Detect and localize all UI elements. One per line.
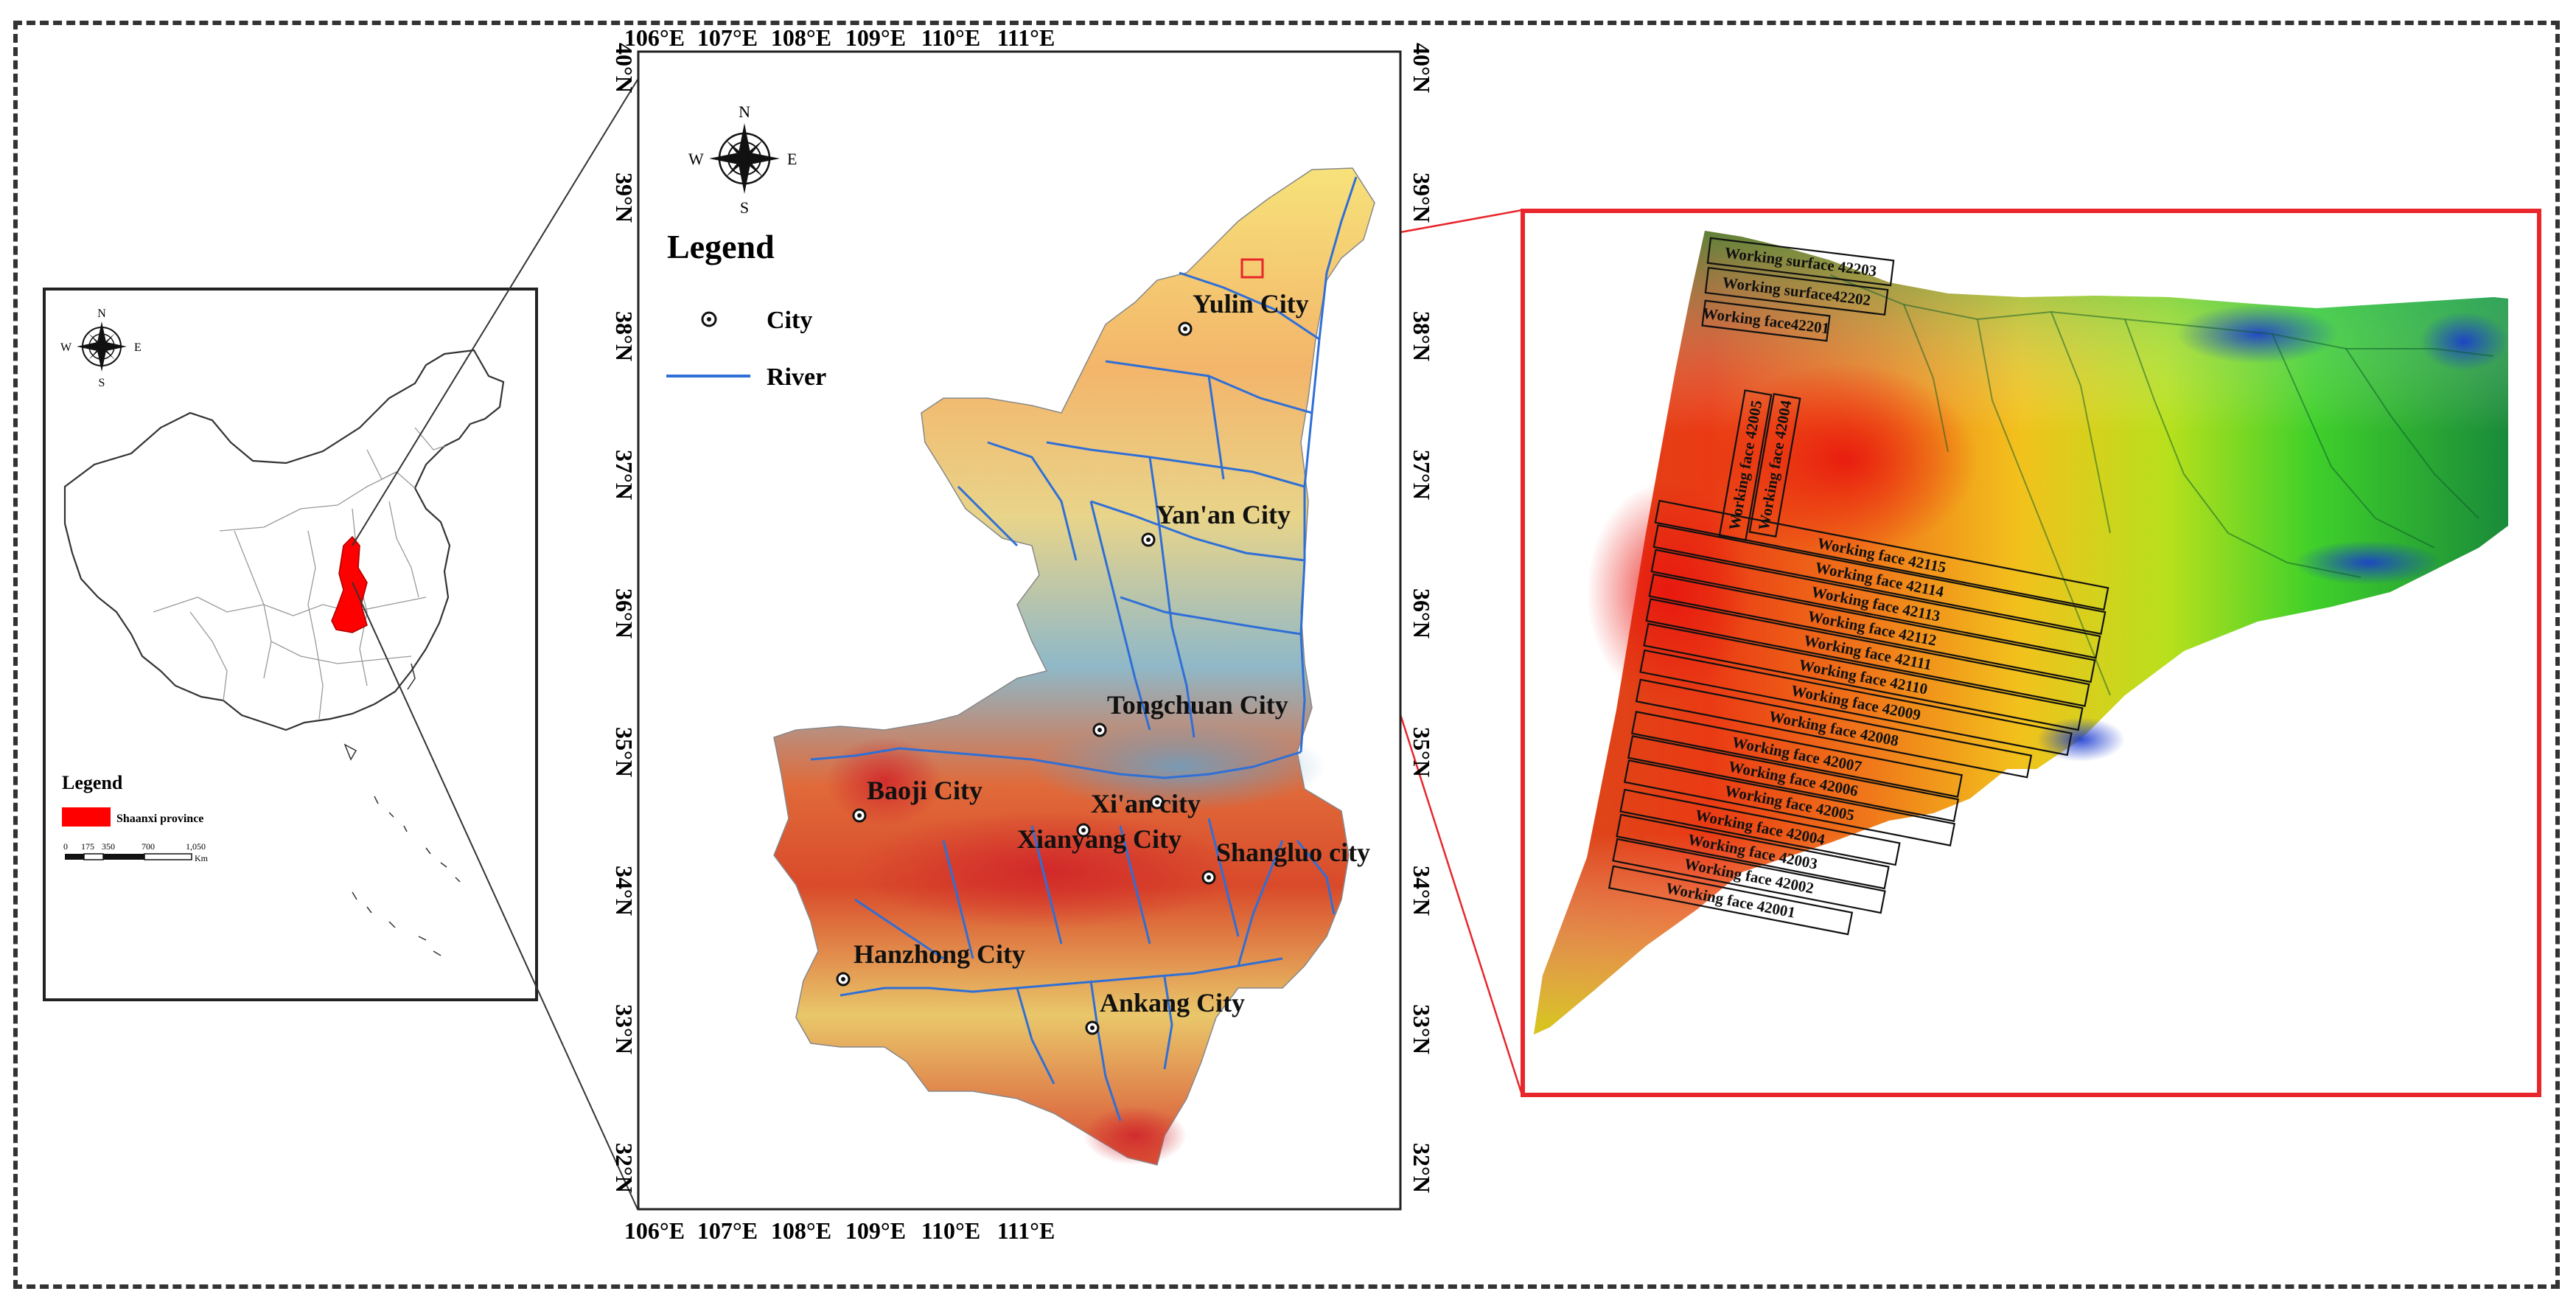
lat-label-left: 37°N bbox=[611, 450, 638, 500]
province-borders bbox=[153, 427, 445, 720]
compass-s: S bbox=[740, 198, 749, 217]
lon-label-bottom: 108°E bbox=[771, 1217, 831, 1244]
lon-label-top: 106°E bbox=[624, 29, 685, 51]
city-xi-an-city: Xi'an city bbox=[1091, 789, 1201, 818]
river-network bbox=[810, 176, 1358, 1121]
city-ankang-city: Ankang City bbox=[1085, 988, 1245, 1035]
latitude-labels-right: 40°N 39°N 38°N 37°N 36°N 35°N 34°N 33°N 32°N bbox=[1409, 43, 1435, 1193]
lat-label-left: 40°N bbox=[611, 43, 638, 93]
lon-label-top: 109°E bbox=[845, 29, 906, 51]
lon-label-top: 107°E bbox=[697, 29, 758, 51]
compass-rose-icon: N S E W bbox=[60, 307, 142, 389]
legend-city-label: City bbox=[767, 307, 812, 334]
city-shangluo-city: Shangluo city bbox=[1201, 838, 1370, 885]
lat-label-right: 34°N bbox=[1409, 866, 1435, 916]
lon-label-top: 111°E bbox=[997, 29, 1055, 51]
lon-label-bottom: 106°E bbox=[624, 1217, 685, 1244]
svg-text:175: 175 bbox=[81, 841, 94, 852]
lat-label-right: 33°N bbox=[1409, 1004, 1435, 1054]
south-sea-islands bbox=[343, 663, 461, 956]
study-area-marker bbox=[1240, 258, 1264, 279]
lat-label-right: 37°N bbox=[1409, 450, 1435, 500]
china-outline bbox=[63, 349, 505, 731]
legend-province-label: Shaanxi province bbox=[116, 813, 203, 825]
svg-text:0: 0 bbox=[63, 841, 68, 852]
compass-n: N bbox=[97, 307, 106, 320]
city-yulin-city: Yulin City bbox=[1178, 289, 1309, 336]
legend-river-label: River bbox=[767, 363, 826, 391]
working-face-detail-panel: Working surface 42203 Working surface4220… bbox=[1521, 209, 2541, 1097]
longitude-labels-bottom: 106°E 107°E 108°E 109°E 110°E 111°E bbox=[624, 1217, 1055, 1244]
city-label: Xianyang City bbox=[1017, 824, 1181, 854]
city-tongchuan-city: Tongchuan City bbox=[1092, 690, 1288, 737]
shaanxi-province-highlight bbox=[331, 535, 368, 633]
city-xianyang-city: Xianyang City bbox=[1017, 823, 1181, 854]
city-label: Ankang City bbox=[1100, 988, 1245, 1017]
svg-text:Km: Km bbox=[195, 853, 209, 863]
lon-label-bottom: 107°E bbox=[697, 1217, 758, 1244]
lon-label-bottom: 111°E bbox=[997, 1217, 1055, 1244]
china-legend-title: Legend bbox=[62, 772, 123, 793]
compass-e: E bbox=[787, 150, 797, 168]
lat-label-right: 35°N bbox=[1409, 727, 1435, 777]
svg-text:350: 350 bbox=[102, 841, 115, 852]
lat-label-right: 32°N bbox=[1409, 1143, 1435, 1193]
city-label: Shangluo city bbox=[1216, 838, 1370, 867]
lon-label-top: 110°E bbox=[921, 29, 980, 51]
legend-province-swatch bbox=[62, 807, 111, 827]
lat-label-left: 33°N bbox=[611, 1004, 638, 1054]
lat-label-right: 39°N bbox=[1409, 173, 1435, 223]
outer-dashed-frame bbox=[13, 21, 2560, 1289]
longitude-labels-top: 106°E 107°E 108°E 109°E 110°E 111°E bbox=[624, 29, 1055, 51]
svg-text:700: 700 bbox=[142, 841, 155, 852]
lat-label-left: 34°N bbox=[611, 866, 638, 916]
lat-label-right: 40°N bbox=[1409, 43, 1435, 93]
terrain-drainage bbox=[1829, 274, 2494, 696]
city-label: Yulin City bbox=[1193, 289, 1309, 319]
compass-w: W bbox=[688, 150, 704, 168]
city-label: Hanzhong City bbox=[854, 939, 1025, 969]
lon-label-bottom: 109°E bbox=[845, 1217, 906, 1244]
lon-label-bottom: 110°E bbox=[921, 1217, 980, 1244]
shaanxi-map-panel: N S E W Legend City River Yulin City Yan'… bbox=[575, 29, 1459, 1253]
working-face-2: Working surface42202 bbox=[1704, 266, 1889, 316]
city-yan-an-city: Yan'an City bbox=[1141, 500, 1291, 547]
lat-label-left: 35°N bbox=[611, 727, 638, 777]
svg-text:1,050: 1,050 bbox=[186, 841, 206, 852]
compass-s: S bbox=[99, 377, 105, 389]
lat-label-left: 38°N bbox=[611, 311, 638, 361]
lon-label-top: 108°E bbox=[771, 29, 831, 51]
compass-rose-icon: N S E W bbox=[688, 102, 797, 217]
lat-label-left: 39°N bbox=[611, 173, 638, 223]
province-legend-title: Legend bbox=[667, 228, 775, 265]
compass-e: E bbox=[134, 341, 142, 354]
city-markers: Yulin City Yan'an City Tongchuan City Baoji… bbox=[836, 289, 1370, 1035]
shaanxi-elevation-shape bbox=[773, 167, 1375, 1166]
city-hanzhong-city: Hanzhong City bbox=[836, 939, 1025, 987]
city-baoji-city: Baoji City bbox=[852, 776, 982, 823]
compass-n: N bbox=[739, 102, 750, 121]
lat-label-right: 38°N bbox=[1409, 311, 1435, 361]
compass-w: W bbox=[60, 341, 72, 354]
latitude-labels-left: 40°N 39°N 38°N 37°N 36°N 35°N 34°N 33°N 32°N bbox=[611, 43, 638, 1193]
scale-bar: 0 175 350 700 1,050 Km bbox=[63, 841, 209, 863]
city-label: Baoji City bbox=[867, 776, 982, 805]
china-overview-panel: N S E W Legend Shaanxi province 0 175 bbox=[43, 288, 538, 1001]
city-label: Xi'an city bbox=[1091, 789, 1201, 818]
lat-label-right: 36°N bbox=[1409, 588, 1435, 639]
lat-label-left: 32°N bbox=[611, 1143, 638, 1193]
lat-label-left: 36°N bbox=[611, 588, 638, 639]
city-label: Yan'an City bbox=[1156, 500, 1291, 529]
city-label: Tongchuan City bbox=[1107, 690, 1288, 720]
